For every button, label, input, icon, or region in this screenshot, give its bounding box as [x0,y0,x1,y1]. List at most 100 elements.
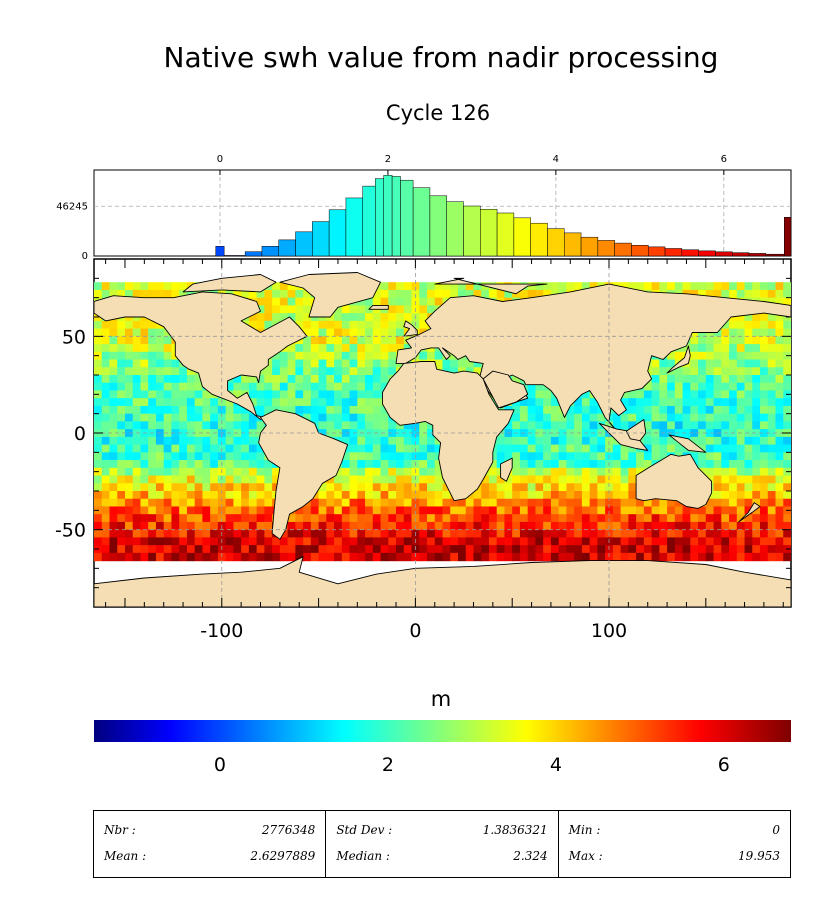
swh-cell [256,460,265,469]
swh-cell [512,413,521,422]
swh-cell [698,375,707,384]
swh-cell [550,421,560,430]
swh-cell [589,498,598,508]
swh-cell [512,452,521,461]
swh-cell [117,529,126,538]
swh-cell [326,498,335,508]
swh-cell [124,382,134,392]
swh-cell [256,491,265,500]
swh-cell [597,452,606,461]
swh-cell [140,436,149,446]
swh-cell [612,537,622,546]
swh-cell [496,483,506,492]
swh-cell [643,390,653,399]
swh-cell [581,405,591,415]
swh-cell [279,375,289,384]
swh-cell [628,521,637,531]
swh-cell [434,297,444,306]
swh-cell [767,421,777,430]
swh-cell [287,537,296,546]
swh-cell [690,367,699,376]
swh-cell [403,506,413,515]
swh-cell [124,328,134,337]
swh-cell [442,529,451,538]
swh-cell [303,297,312,306]
swh-cell [202,405,211,415]
swh-cell [279,529,289,538]
swh-cell [760,506,769,515]
hist-bar [597,240,615,257]
swh-cell [729,359,738,368]
swh-cell [264,552,273,562]
swh-cell [760,537,769,546]
swh-cell [124,344,134,353]
swh-cell [341,382,351,392]
swh-cell [581,282,591,291]
swh-cell [140,320,149,330]
swh-cell [403,444,413,453]
swh-cell [334,475,343,484]
swh-cell [117,498,126,508]
swh-cell [481,506,490,515]
swh-cell [713,282,722,291]
histogram-bars [215,175,792,257]
swh-cell [380,351,389,361]
hist-bar [631,245,649,257]
swh-cell [667,351,676,361]
swh-cell [674,398,684,407]
stat-label-max: Max : [568,849,603,863]
swh-cell [597,521,606,531]
swh-cell [264,491,273,500]
swh-cell [465,545,475,554]
swh-cell [713,382,722,392]
swh-cell [527,475,537,484]
swh-cell [419,289,428,299]
swh-cell [729,452,738,461]
swh-cell [519,289,529,299]
swh-cell [171,390,180,399]
swh-cell [729,390,738,399]
swh-cell [132,529,142,538]
swh-cell [186,375,196,384]
swh-cell [287,305,296,314]
swh-cell [186,452,196,461]
swh-cell [775,552,784,562]
swh-cell [775,498,784,508]
swh-cell [109,375,118,384]
swh-cell [365,475,374,484]
swh-cell [334,521,343,531]
swh-cell [705,289,715,299]
swh-cell [202,529,211,538]
swh-cell [295,297,304,306]
swh-cell [132,521,142,531]
swh-cell [101,537,111,546]
swh-cell [620,282,629,291]
swh-cell [682,521,691,531]
swh-cell [558,436,568,446]
swh-cell [163,421,173,430]
swh-cell [202,552,211,562]
swh-cell [163,367,173,376]
swh-cell [752,552,761,562]
swh-cell [581,475,591,484]
swh-cell [140,375,149,384]
swh-cell [597,475,606,484]
swh-cell [504,289,513,299]
swh-cell [148,444,157,453]
swh-cell [434,521,444,531]
swh-cell [744,375,753,384]
swh-cell [612,529,622,538]
swh-cell [419,529,428,538]
swh-cell [442,506,451,515]
swh-cell [101,390,111,399]
swh-cell [643,452,653,461]
swh-cell [124,289,134,299]
swh-cell [109,367,118,376]
swh-cell [736,336,746,345]
swh-cell [566,521,575,531]
hist-bar [547,228,565,257]
swh-cell [295,289,304,299]
swh-cell [752,382,761,392]
swh-cell [179,483,188,492]
swh-cell [388,367,397,376]
